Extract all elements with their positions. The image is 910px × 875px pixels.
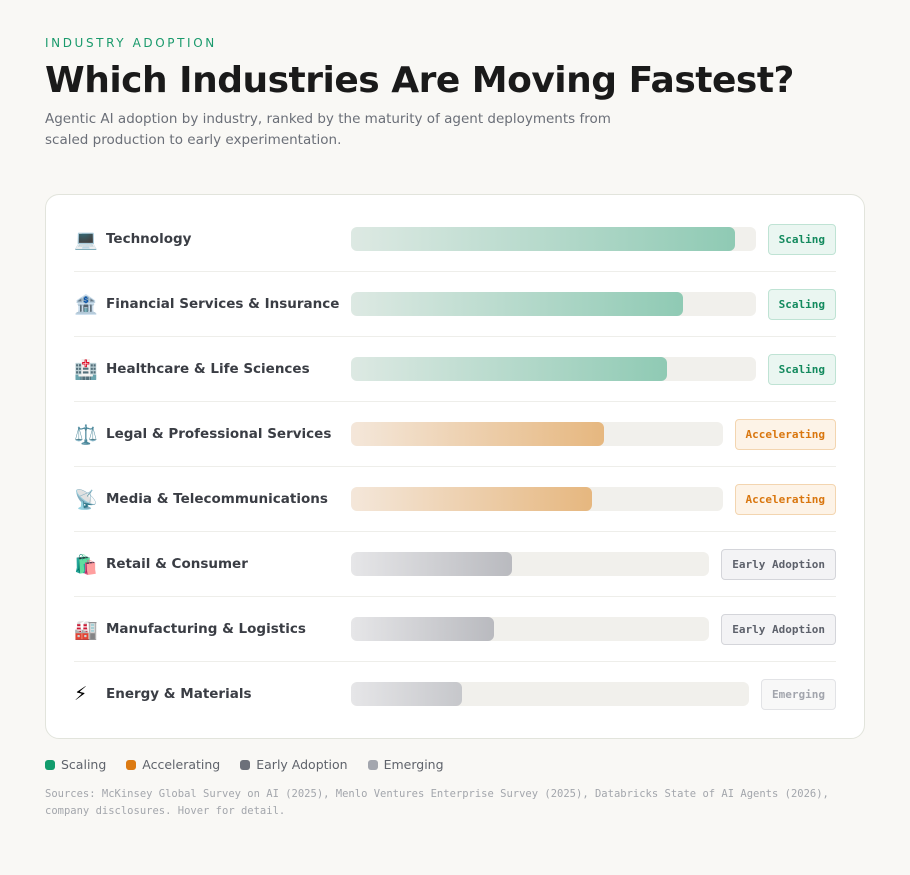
chart-card: 💻 Technology Scaling 🏦 Financial Services…	[45, 194, 865, 739]
bar-fill	[351, 292, 683, 316]
legend-swatch	[367, 760, 378, 770]
industry-row[interactable]: ⚖️ Legal & Professional Services Acceler…	[74, 402, 836, 467]
industry-row[interactable]: 💻 Technology Scaling	[74, 207, 836, 272]
legend-item: Early Adoption	[240, 757, 348, 772]
legend-label: Scaling	[61, 757, 107, 772]
stage-badge: Scaling	[767, 288, 836, 320]
bank-icon: 🏦	[74, 293, 98, 316]
bar-track	[351, 682, 750, 706]
industry-label: Manufacturing & Logistics	[106, 621, 306, 637]
legend: Scaling Accelerating Early Adoption Emergin…	[45, 757, 865, 772]
legend-item: Accelerating	[126, 757, 220, 772]
industry-row[interactable]: 🏦 Financial Services & Insurance Scaling	[74, 272, 836, 337]
industry-row[interactable]: 🏥 Healthcare & Life Sciences Scaling	[74, 337, 836, 402]
lightning-icon: ⚡	[74, 683, 88, 705]
industry-label: Legal & Professional Services	[106, 426, 332, 442]
bar-track	[351, 357, 756, 381]
shopping-bags-icon: 🛍️	[74, 553, 98, 576]
stage-badge: Early Adoption	[721, 613, 836, 645]
bar-fill	[351, 617, 495, 641]
page-title: Which Industries Are Moving Fastest?	[45, 60, 794, 101]
hospital-icon: 🏥	[74, 358, 98, 381]
stage-badge: Scaling	[767, 223, 836, 255]
bar-track	[351, 227, 756, 251]
bar-fill	[351, 487, 593, 511]
bar-track	[351, 552, 710, 576]
industry-label: Energy & Materials	[106, 686, 252, 702]
bar-fill	[351, 357, 667, 381]
stage-badge: Accelerating	[734, 418, 836, 450]
legend-swatch	[240, 760, 251, 770]
legend-item: Emerging	[367, 757, 444, 772]
legend-label: Emerging	[383, 757, 444, 772]
industry-row[interactable]: 🏭 Manufacturing & Logistics Early Adopti…	[74, 597, 836, 662]
sources-note: Sources: McKinsey Global Survey on AI (2…	[45, 788, 829, 817]
legend-swatch	[126, 760, 137, 770]
bar-fill	[351, 552, 513, 576]
industry-label: Media & Telecommunications	[106, 491, 328, 507]
industry-label: Retail & Consumer	[106, 556, 248, 572]
industry-label: Healthcare & Life Sciences	[106, 361, 310, 377]
stage-badge: Accelerating	[734, 483, 836, 515]
satellite-dish-icon: 📡	[74, 488, 98, 511]
industry-row[interactable]: ⚡ Energy & Materials Emerging	[74, 662, 836, 726]
subtitle: Agentic AI adoption by industry, ranked …	[45, 111, 611, 148]
legend-label: Accelerating	[142, 757, 221, 772]
scales-icon: ⚖️	[74, 423, 98, 446]
bar-fill	[351, 682, 463, 706]
bar-track	[351, 487, 723, 511]
bar-track	[351, 292, 756, 316]
bar-track	[351, 617, 710, 641]
industry-row[interactable]: 📡 Media & Telecommunications Acceleratin…	[74, 467, 836, 532]
bar-fill	[351, 227, 736, 251]
stage-badge: Emerging	[761, 678, 836, 710]
industry-row[interactable]: 🛍️ Retail & Consumer Early Adoption	[74, 532, 836, 597]
legend-item: Scaling	[45, 757, 106, 772]
legend-swatch	[45, 760, 55, 770]
factory-icon: 🏭	[74, 618, 98, 641]
legend-label: Early Adoption	[256, 757, 348, 772]
bar-fill	[351, 422, 604, 446]
stage-badge: Scaling	[767, 353, 836, 385]
bar-track	[351, 422, 723, 446]
industry-label: Financial Services & Insurance	[106, 296, 340, 312]
industry-label: Technology	[106, 231, 192, 247]
eyebrow: INDUSTRY ADOPTION	[45, 36, 217, 50]
stage-badge: Early Adoption	[721, 548, 836, 580]
laptop-icon: 💻	[74, 228, 98, 251]
